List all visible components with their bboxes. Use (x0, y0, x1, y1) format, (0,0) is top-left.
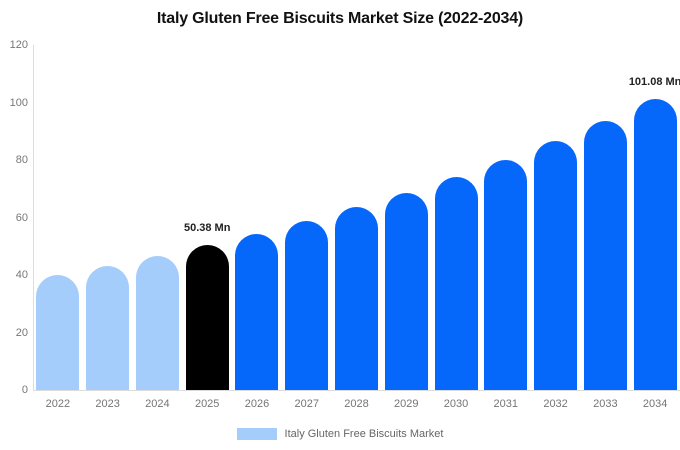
x-tick-label: 2029 (394, 398, 419, 410)
x-tick-label: 2024 (145, 398, 170, 410)
bar-value-label: 101.08 Mn (628, 76, 680, 89)
y-tick-label: 20 (15, 326, 28, 339)
y-tick-label: 100 (9, 96, 28, 109)
bar-2027 (285, 220, 329, 390)
y-tick-label: 80 (15, 154, 28, 166)
bar-2033 (583, 121, 627, 390)
x-tick-label: 2033 (593, 398, 618, 410)
bar-2034 (633, 99, 677, 390)
legend-label: Italy Gluten Free Biscuits Market (284, 428, 444, 440)
x-tick-label: 2030 (443, 398, 469, 410)
bar-2025 (185, 245, 229, 390)
x-tick-label: 2023 (95, 398, 120, 410)
bar-2023 (86, 265, 130, 390)
bar-2031 (484, 159, 528, 390)
legend: Italy Gluten Free Biscuits Market (0, 428, 680, 440)
x-tick-label: 2032 (543, 398, 568, 410)
bar-2024 (135, 255, 179, 390)
x-tick-label: 2026 (244, 398, 270, 410)
bar-2029 (384, 192, 428, 390)
bar-2022 (36, 275, 80, 390)
x-tick-label: 2031 (493, 398, 519, 410)
y-tick-label: 0 (21, 384, 28, 396)
x-tick-label: 2034 (642, 398, 668, 410)
bar-2032 (534, 141, 578, 390)
bar-2026 (235, 233, 279, 390)
chart-title: Italy Gluten Free Biscuits Market Size (… (156, 10, 524, 27)
y-axis-line (33, 45, 34, 390)
x-tick-label: 2028 (344, 398, 369, 410)
legend-swatch (236, 428, 277, 440)
y-tick-label: 40 (15, 269, 28, 281)
x-tick-label: 2022 (45, 398, 71, 410)
y-tick-label: 60 (15, 211, 28, 224)
x-axis-baseline (33, 390, 680, 391)
x-tick-label: 2025 (194, 398, 220, 410)
bar-2030 (434, 176, 478, 390)
x-tick-label: 2027 (294, 398, 319, 410)
bar-2028 (335, 207, 378, 390)
bar-value-label: 50.38 Mn (183, 222, 231, 235)
y-tick-label: 120 (9, 39, 28, 51)
